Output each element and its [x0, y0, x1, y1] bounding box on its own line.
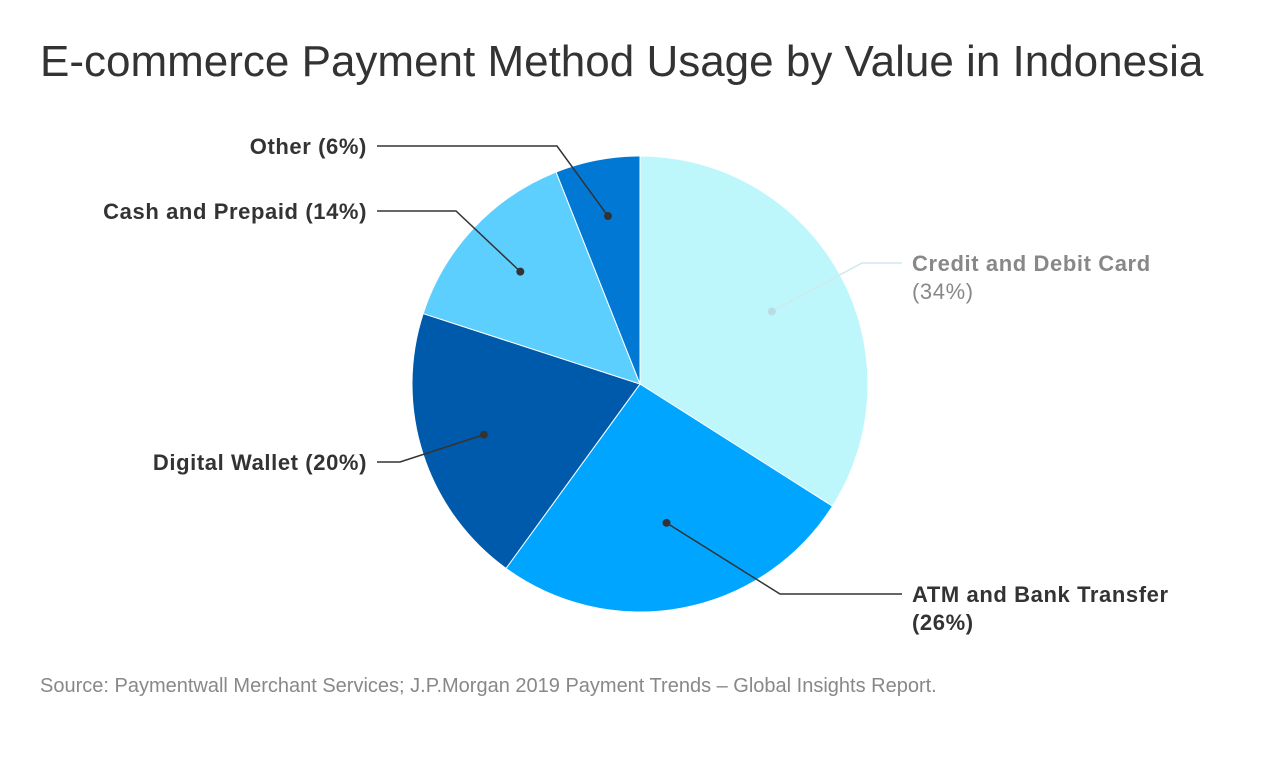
leader-line — [377, 434, 485, 463]
slice-label: Cash and Prepaid (14%) — [103, 199, 367, 224]
pie-slice — [505, 383, 834, 613]
pie-slice — [555, 155, 641, 385]
slice-label: Digital Wallet (20%) — [153, 450, 367, 475]
leader-line — [771, 262, 902, 313]
slice-percent-label: (26%) — [912, 610, 974, 635]
source-note: Source: Paymentwall Merchant Services; J… — [40, 675, 937, 697]
chart-title: E-commerce Payment Method Usage by Value… — [40, 37, 1204, 86]
leader-line — [666, 522, 902, 595]
slice-label: Other (6%) — [250, 134, 367, 159]
leader-line — [377, 210, 521, 273]
leader-line — [377, 145, 609, 217]
leader-dot — [767, 307, 776, 316]
slice-label: Credit and Debit Card — [912, 251, 1151, 276]
slice-label: ATM and Bank Transfer — [912, 582, 1169, 607]
leader-dot — [516, 267, 525, 276]
slice-percent-label: (34%) — [912, 279, 974, 304]
leader-dot — [662, 518, 671, 527]
leader-dot — [479, 430, 488, 439]
leader-dot — [603, 212, 612, 221]
